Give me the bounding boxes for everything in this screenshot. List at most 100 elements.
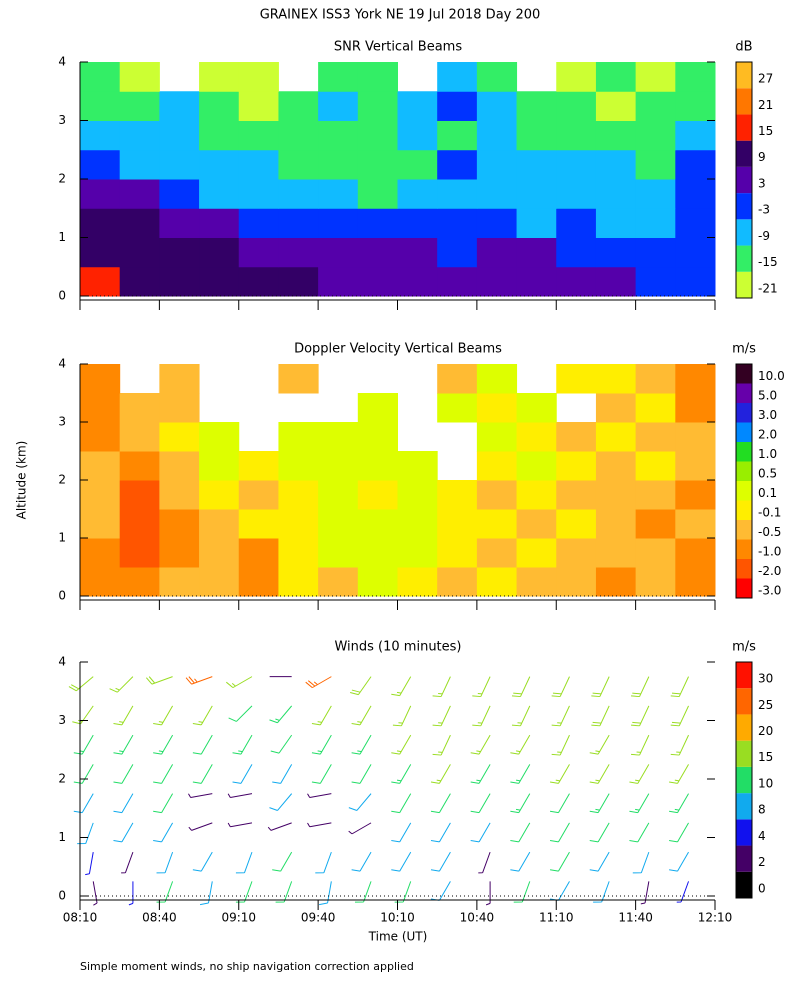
heatmap-cell — [238, 480, 279, 510]
colorbar-label: 0.1 — [758, 486, 777, 500]
heatmap-cell — [80, 480, 121, 510]
heatmap-cell — [238, 451, 279, 481]
colorbar-segment — [736, 539, 752, 559]
wind-barb — [109, 676, 134, 693]
wind-barb — [270, 734, 293, 754]
heatmap-cell — [318, 179, 359, 209]
heatmap-cell — [199, 509, 240, 539]
heatmap-cell — [159, 179, 200, 209]
heatmap-cell — [595, 422, 637, 452]
wind-barb — [121, 851, 134, 874]
heatmap-cell — [675, 538, 716, 568]
colorbar-label: 15 — [758, 750, 773, 764]
heatmap-cell — [278, 422, 319, 452]
wind-barb — [676, 881, 690, 903]
heatmap-cell — [437, 393, 478, 423]
heatmap-cell — [357, 120, 398, 151]
heatmap-cell — [476, 364, 518, 394]
heatmap-cell — [199, 179, 240, 209]
panel — [68, 676, 690, 906]
heatmap-cell — [119, 149, 160, 180]
heatmap-cell — [556, 237, 597, 268]
colorbar-label: 2.0 — [758, 428, 777, 442]
heatmap-cell — [476, 91, 518, 121]
colorbar-segment — [736, 461, 752, 481]
colorbar-segment — [736, 114, 752, 141]
y-tick-label: 1 — [58, 531, 66, 545]
heatmap-cell — [437, 538, 478, 568]
heatmap-cell — [595, 451, 637, 481]
heatmap-cell — [199, 120, 240, 151]
heatmap-cell — [556, 208, 597, 238]
wind-barb — [73, 793, 94, 814]
colorbar-segment — [736, 819, 752, 846]
heatmap-cell — [278, 179, 319, 209]
wind-barb — [68, 676, 94, 692]
wind-barb — [511, 705, 531, 727]
heatmap-cell — [675, 451, 716, 481]
heatmap-cell — [199, 567, 240, 597]
wind-barb — [629, 764, 650, 784]
colorbar-segment — [736, 766, 752, 794]
heatmap-cell — [80, 364, 121, 394]
heatmap-cell — [675, 567, 716, 597]
wind-barb — [432, 734, 451, 756]
wind-barb — [589, 851, 610, 872]
wind-barb — [311, 705, 332, 726]
x-tick-label: 09:10 — [221, 911, 256, 925]
wind-barb — [551, 676, 570, 698]
heatmap-cell — [476, 208, 518, 238]
colorbar-label: -2.0 — [758, 564, 781, 578]
wind-barb — [391, 764, 412, 784]
wind-barb — [470, 734, 491, 755]
wind-barb — [589, 822, 610, 843]
heatmap-cell — [119, 237, 160, 268]
heatmap-cell — [675, 208, 716, 238]
y-tick-label: 4 — [58, 655, 66, 669]
heatmap-cell — [159, 393, 200, 423]
wind-barb — [629, 822, 650, 843]
heatmap-cell — [556, 120, 597, 151]
colorbar-segment — [736, 500, 752, 520]
colorbar-label: -3.0 — [758, 584, 781, 598]
wind-barb — [589, 764, 610, 784]
heatmap-cell — [318, 266, 359, 297]
colorbar-label: 10 — [758, 776, 773, 790]
heatmap-cell — [556, 567, 597, 597]
heatmap-cell — [635, 237, 676, 268]
colorbar-segment — [736, 520, 752, 540]
heatmap-cell — [318, 62, 359, 92]
wind-barb — [348, 793, 372, 811]
heatmap-cell — [199, 451, 240, 481]
colorbar-label: 20 — [758, 724, 773, 738]
heatmap-cell — [238, 91, 279, 121]
heatmap-cell — [516, 266, 557, 297]
heatmap-cell — [159, 509, 200, 539]
heatmap-cell — [516, 208, 557, 238]
heatmap-cell — [278, 538, 319, 568]
heatmap-cell — [159, 567, 200, 597]
x-tick-label: 10:40 — [460, 911, 495, 925]
wind-barb — [470, 793, 491, 814]
colorbar-label: -3 — [758, 203, 770, 217]
colorbar-label: 4 — [758, 829, 766, 843]
heatmap-cell — [80, 179, 121, 209]
colorbar-segment — [736, 688, 752, 715]
wind-barb — [513, 881, 531, 903]
heatmap-cell — [159, 422, 200, 452]
heatmap-cell — [635, 509, 676, 539]
wind-barb — [391, 822, 412, 843]
colorbar-label: 8 — [758, 803, 766, 817]
heatmap-cell — [595, 179, 637, 209]
wind-barb — [350, 676, 372, 696]
heatmap-cell — [159, 91, 200, 121]
footnote: Simple moment winds, no ship navigation … — [80, 960, 414, 973]
heatmap-cell — [159, 120, 200, 151]
heatmap-cell — [119, 509, 160, 539]
wind-barb — [510, 793, 531, 814]
y-tick-label: 0 — [58, 889, 66, 903]
colorbar-label: 1.0 — [758, 447, 777, 461]
heatmap-cell — [516, 237, 557, 268]
wind-barb — [113, 705, 134, 726]
wind-barb — [192, 705, 213, 726]
